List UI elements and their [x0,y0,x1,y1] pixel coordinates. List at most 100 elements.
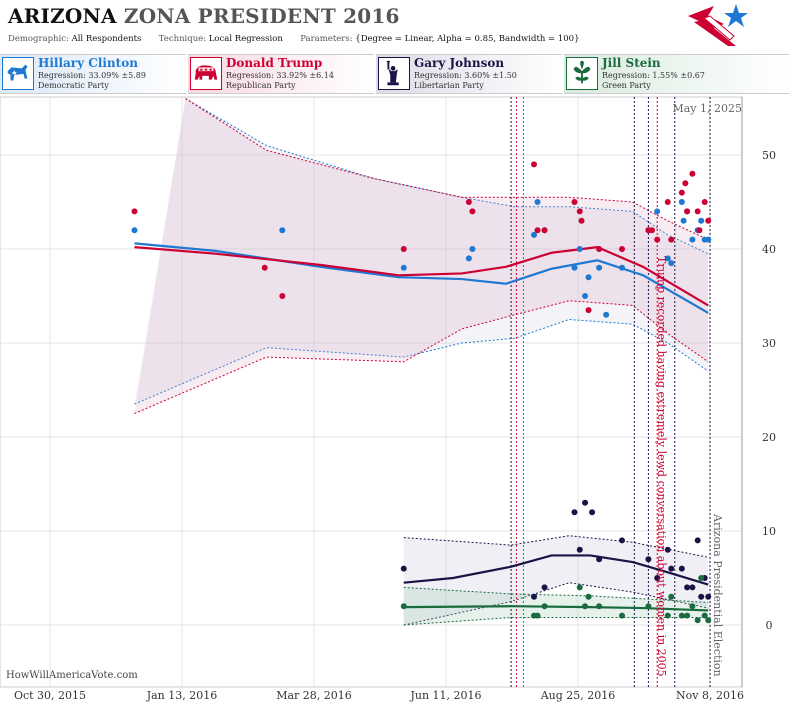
poll-point [571,264,578,271]
band-fill-1 [134,98,709,414]
band-fill-2 [403,535,709,625]
poll-point [400,264,407,271]
y-tick-label: 30 [762,337,776,350]
poll-point [541,603,548,610]
poll-point [645,556,652,563]
candidate-regression: Regression: 33.09% ±5.89 [38,71,146,80]
poll-point [678,565,685,572]
band-upper-line [185,98,709,241]
poll-point [589,509,596,516]
y-tick-label: 10 [762,525,776,538]
poll-point [689,170,696,177]
band-upper-line [403,586,709,603]
liberty-statue-icon [378,57,410,90]
page-title: ARIZONA ZONA PRESIDENT 2016 [8,4,400,28]
poll-point [664,199,671,205]
poll-point [534,227,541,234]
candidate-regression: Regression: 1.55% ±0.67 [602,71,705,80]
poll-point [684,584,691,591]
candidate-card-stein[interactable]: Jill Stein Regression: 1.55% ±0.67 Green… [564,54,789,94]
poll-point [698,593,705,600]
candidate-regression: Regression: 3.60% ±1.50 [414,71,517,80]
poll-point [596,264,603,271]
plot-area [0,96,743,688]
candidate-party: Democratic Party [38,81,109,90]
title-state: ARIZONA [8,4,117,28]
annotation-lewd-tape: Trump recorded having extremely lewd con… [655,256,668,677]
candidate-regression: Regression: 33.92% ±6.14 [226,71,334,80]
poll-point [654,575,661,581]
band-upper-line [185,98,709,255]
poll-point [668,236,675,243]
poll-point [534,612,541,619]
poll-point [469,246,476,252]
demographic-value: All Respondents [71,34,142,44]
poll-point [400,603,407,610]
grid-lines [0,96,743,688]
regression-line [134,245,709,307]
poll-point [582,603,589,610]
poll-point [576,546,583,553]
x-tick-label: Jan 13, 2016 [146,689,218,702]
poll-point [578,217,585,224]
poll-point [664,255,671,262]
y-tick-label: 40 [762,243,776,256]
poll-point [596,603,603,610]
poll-point [654,208,661,215]
poll-point [596,556,603,563]
poll-point [596,246,603,252]
site-logo-icon[interactable] [684,2,750,50]
x-tick-label: Nov 8, 2016 [676,689,744,702]
candidate-card-clinton[interactable]: Hillary Clinton Regression: 33.09% ±5.89… [0,54,186,94]
poll-point [645,603,652,610]
poll-point [678,189,685,196]
band-lower-line [134,318,709,405]
poll-point [261,264,268,271]
candidate-card-johnson[interactable]: Gary Johnson Regression: 3.60% ±1.50 Lib… [376,54,562,94]
poll-point [684,208,691,215]
axes: 0 10 20 30 40 50 Oct 30, 2015 Jan 13, 2016 Mar 2… [14,97,776,702]
poll-point [684,612,691,619]
poll-point [531,593,537,600]
poll-point [571,199,578,205]
poll-point [694,537,701,544]
candidate-name: Donald Trump [226,56,323,70]
poll-point [131,227,138,234]
y-tick-label: 50 [762,149,776,162]
parameters-line: Demographic: All Respondents Technique: … [8,34,580,44]
title-race: ZONA PRESIDENT 2016 [123,4,400,28]
confidence-bands [134,98,709,626]
poll-point [469,208,476,215]
poll-point [465,199,472,205]
poll-point [582,293,589,299]
poll-point [698,575,705,581]
poll-point [576,246,583,252]
poll-point [531,161,537,168]
candidate-party: Green Party [602,81,651,90]
candidate-legend: Hillary Clinton Regression: 33.09% ±5.89… [0,54,789,94]
poll-point [689,584,696,591]
poll-point [603,311,610,318]
poll-point [689,603,696,610]
candidate-party: Republican Party [226,81,296,90]
candidate-card-trump[interactable]: Donald Trump Regression: 33.92% ±6.14 Re… [188,54,374,94]
poll-point [668,565,675,572]
x-tick-label: Oct 30, 2015 [14,689,86,702]
poll-point [664,546,671,553]
band-lower-line [403,616,709,626]
band-lower-line [134,300,709,414]
poll-point [541,227,548,234]
poll-point [654,236,661,243]
y-tick-label: 0 [766,619,773,632]
x-tick-label: Aug 25, 2016 [540,689,616,702]
donkey-icon [2,57,34,90]
poll-point [678,612,685,619]
x-tick-label: Jun 11, 2016 [409,689,481,702]
poll-point [668,260,675,267]
poll-point [585,274,592,281]
band-fill-0 [134,98,709,405]
demographic-label: Demographic: [8,34,69,44]
poll-point [585,307,592,314]
band-lower-line [403,582,709,626]
poll-point [668,593,675,600]
